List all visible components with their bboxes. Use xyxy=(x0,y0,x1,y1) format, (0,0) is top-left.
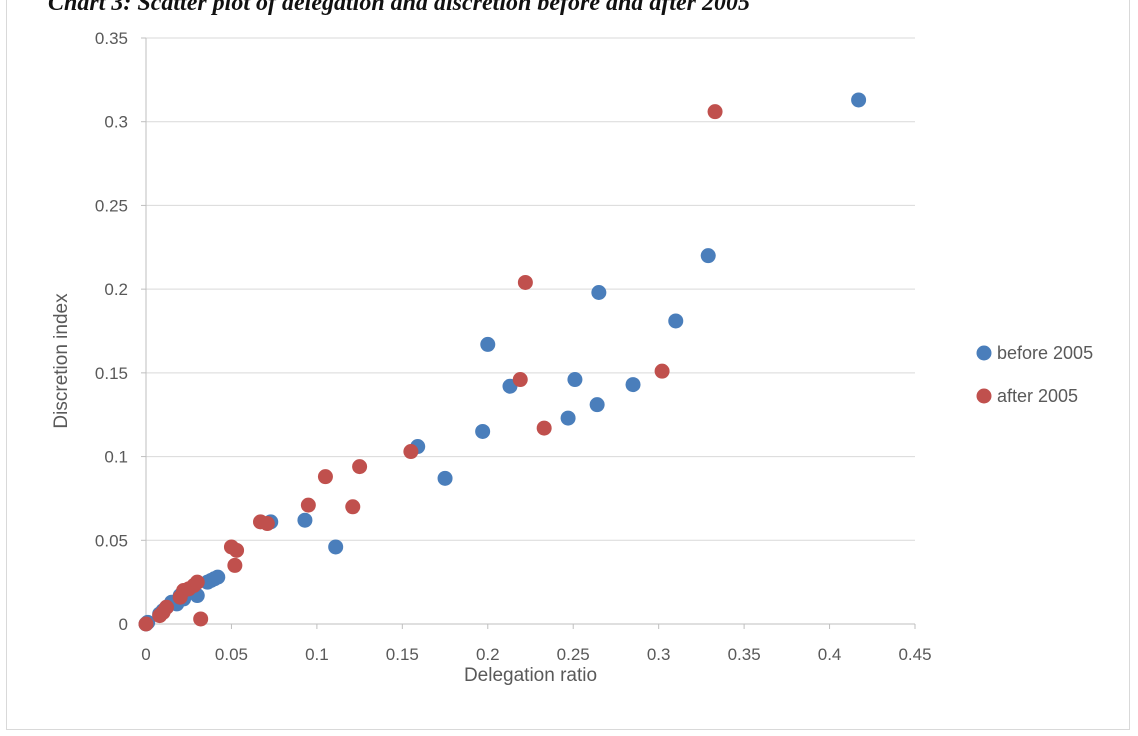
x-tick-label: 0.4 xyxy=(818,645,842,664)
x-axis-title: Delegation ratio xyxy=(464,665,597,686)
y-tick-label: 0.25 xyxy=(95,196,128,215)
x-tick-label: 0.1 xyxy=(305,645,329,664)
point-after-2005 xyxy=(512,372,528,388)
x-tick-label: 0.35 xyxy=(728,645,761,664)
point-after-2005 xyxy=(352,459,368,475)
x-tick-label: 0.2 xyxy=(476,645,500,664)
y-tick-label: 0.15 xyxy=(95,364,128,383)
point-after-2005 xyxy=(654,363,670,379)
point-after-2005 xyxy=(536,420,552,436)
x-tick-label: 0.05 xyxy=(215,645,248,664)
point-after-2005 xyxy=(345,499,361,515)
point-after-2005 xyxy=(403,444,419,460)
legend-label: after 2005 xyxy=(997,386,1078,406)
x-tick-label: 0 xyxy=(141,645,150,664)
point-before-2005 xyxy=(437,470,453,486)
point-before-2005 xyxy=(210,569,226,585)
legend: before 2005 after 2005 xyxy=(976,343,1093,406)
point-after-2005 xyxy=(193,611,209,627)
point-after-2005 xyxy=(227,557,243,573)
x-tick-labels: 0 0.05 0.1 0.15 0.2 0.25 0.3 0.35 0.4 0.45 xyxy=(141,645,931,664)
y-tick-label: 0.1 xyxy=(104,448,128,467)
y-tick-label: 0.05 xyxy=(95,531,128,550)
data-points xyxy=(138,92,867,632)
axes xyxy=(141,37,916,629)
chart-frame xyxy=(6,0,1130,730)
point-after-2005 xyxy=(159,599,175,615)
x-tick-label: 0.25 xyxy=(557,645,590,664)
point-before-2005 xyxy=(700,248,716,264)
x-tick-label: 0.45 xyxy=(898,645,931,664)
point-after-2005 xyxy=(317,469,333,485)
point-before-2005 xyxy=(560,410,576,426)
point-before-2005 xyxy=(475,423,491,439)
point-before-2005 xyxy=(851,92,867,108)
point-before-2005 xyxy=(589,397,605,413)
point-after-2005 xyxy=(300,497,316,513)
gridlines xyxy=(146,37,915,541)
y-axis-title: Discretion index xyxy=(51,293,72,429)
chart-caption: Chart 3: Scatter plot of delegation and … xyxy=(48,0,750,16)
point-after-2005 xyxy=(259,516,275,532)
point-before-2005 xyxy=(625,377,641,393)
legend-label: before 2005 xyxy=(997,343,1093,363)
y-tick-label: 0.3 xyxy=(104,113,128,132)
x-tick-label: 0.3 xyxy=(647,645,671,664)
point-after-2005 xyxy=(229,542,245,558)
y-tick-label: 0.35 xyxy=(95,29,128,48)
point-before-2005 xyxy=(591,284,607,300)
y-tick-label: 0.2 xyxy=(104,280,128,299)
x-tick-label: 0.15 xyxy=(386,645,419,664)
legend-marker xyxy=(976,345,992,361)
point-before-2005 xyxy=(297,512,313,528)
point-after-2005 xyxy=(189,574,205,590)
point-before-2005 xyxy=(328,539,344,555)
point-before-2005 xyxy=(567,372,583,388)
point-after-2005 xyxy=(138,616,154,632)
legend-marker xyxy=(976,388,992,404)
point-before-2005 xyxy=(668,313,684,329)
y-tick-labels: 0 0.05 0.1 0.15 0.2 0.25 0.3 0.35 xyxy=(95,29,128,634)
point-before-2005 xyxy=(480,336,496,352)
point-after-2005 xyxy=(517,274,533,290)
point-after-2005 xyxy=(707,104,723,120)
y-tick-label: 0 xyxy=(119,615,128,634)
